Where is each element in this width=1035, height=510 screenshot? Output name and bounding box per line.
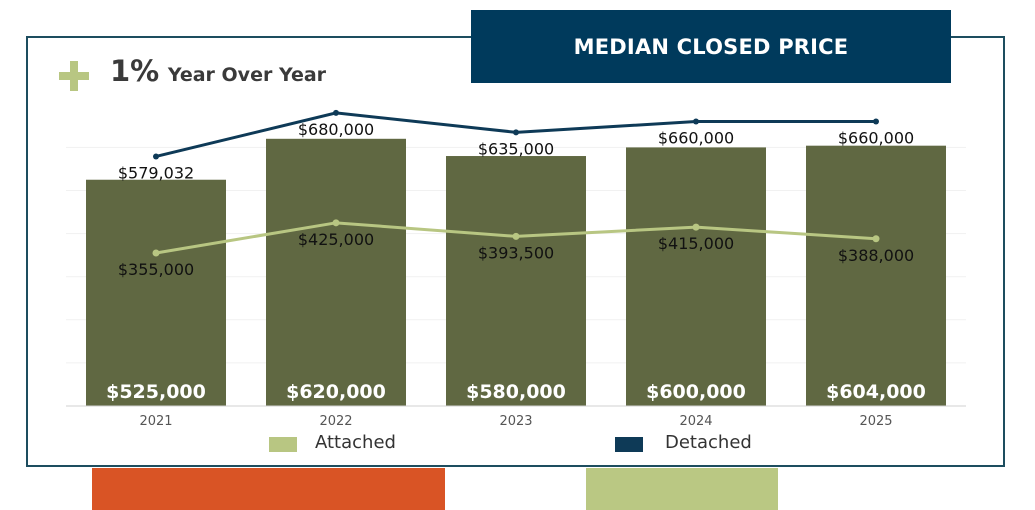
plus-icon [59, 61, 89, 91]
x-tick-label: 2024 [679, 414, 712, 429]
detached-point [333, 109, 339, 116]
bar-2021 [86, 179, 226, 406]
bar-value-label: $600,000 [646, 381, 746, 403]
legend-label-attached: Attached [315, 432, 396, 453]
attached-data-label: $355,000 [118, 260, 194, 279]
attached-data-label: $425,000 [298, 230, 374, 249]
attached-data-label: $388,000 [838, 246, 914, 265]
bar-value-label: $604,000 [826, 381, 926, 403]
bar-2023 [446, 156, 586, 406]
bar-2025 [806, 145, 946, 406]
change-label: Year Over Year [167, 64, 327, 86]
x-tick-label: 2022 [319, 414, 352, 429]
detached-data-label: $660,000 [838, 129, 914, 148]
chart-title: MEDIAN CLOSED PRICE [573, 34, 849, 59]
legend-label-detached: Detached [665, 432, 752, 453]
x-tick-label: 2021 [139, 414, 172, 429]
detached-data-label: $579,032 [118, 163, 194, 182]
attached-data-label: $415,000 [658, 234, 734, 253]
accent-bar-green [586, 468, 778, 510]
detached-point [153, 153, 159, 160]
attached-point [152, 249, 160, 257]
attached-point [692, 223, 700, 231]
bar-value-label: $525,000 [106, 381, 206, 403]
bar-2024 [626, 147, 766, 406]
attached-point [332, 219, 340, 227]
detached-data-label: $635,000 [478, 139, 554, 158]
bar-2022 [266, 138, 406, 406]
detached-data-label: $680,000 [298, 120, 374, 139]
legend-swatch-detached [615, 437, 643, 452]
bar-value-label: $620,000 [286, 381, 386, 403]
title-banner: MEDIAN CLOSED PRICE [471, 10, 951, 83]
attached-point [512, 232, 520, 240]
year-over-year-change: 1% Year Over Year [110, 54, 326, 88]
accent-bar-orange [92, 468, 445, 510]
bar-value-label: $580,000 [466, 381, 566, 403]
detached-point [513, 129, 519, 136]
change-value: 1% [110, 54, 160, 88]
detached-point [693, 118, 699, 125]
attached-point [872, 235, 880, 243]
detached-data-label: $660,000 [658, 129, 734, 148]
legend-swatch-attached [269, 437, 297, 452]
x-tick-label: 2025 [859, 414, 892, 429]
attached-data-label: $393,500 [478, 243, 554, 262]
x-tick-label: 2023 [499, 414, 532, 429]
detached-point [873, 118, 879, 125]
